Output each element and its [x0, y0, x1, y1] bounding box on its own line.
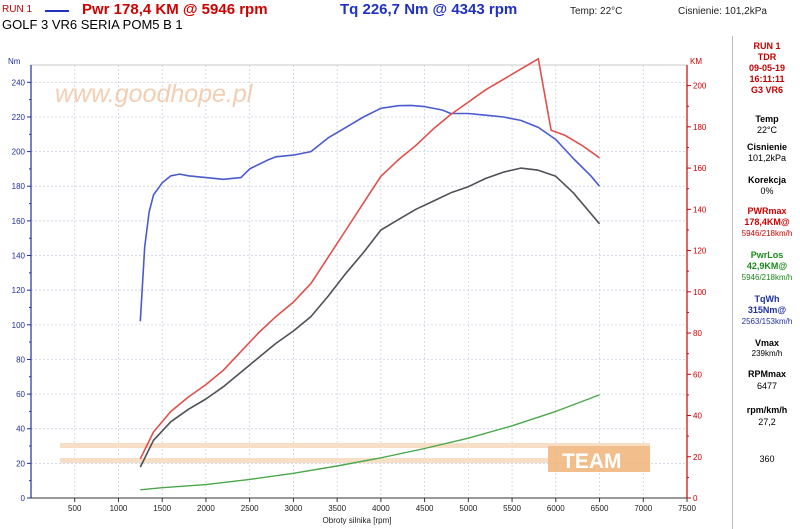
x-axis-title: Obroty silnika [rpm] — [323, 516, 392, 525]
right-axis-unit: KM — [690, 57, 702, 66]
temperature-label: Temp: 22°C — [570, 6, 623, 17]
power-summary: Pwr 178,4 KM @ 5946 rpm — [82, 1, 268, 18]
left-tick-label: 20 — [16, 459, 25, 468]
x-tick-label: 4000 — [372, 504, 390, 513]
side-run: RUN 1 — [753, 41, 781, 51]
side-pwrmax-value: 178,4KM@ — [744, 217, 790, 227]
x-tick-label: 6000 — [547, 504, 565, 513]
right-tick-label: 80 — [693, 329, 702, 338]
watermark-stripe-1 — [60, 443, 650, 448]
left-tick-label: 60 — [16, 390, 25, 399]
watermark-team: TEAM — [562, 450, 622, 473]
side-pwrmax-rpm: 5946/218km/h — [741, 229, 793, 238]
x-tick-label: 3500 — [328, 504, 346, 513]
watermark-team-box — [548, 446, 650, 472]
wheel_power-curve — [139, 167, 601, 468]
side-ratio-value: 27,2 — [758, 417, 776, 427]
header-bar: RUN 1 Pwr 178,4 KM @ 5946 rpm Tq 226,7 N… — [0, 0, 800, 36]
x-tick-label: 1500 — [153, 504, 171, 513]
side-vmax-value: 239km/h — [751, 349, 783, 358]
right-tick-label: 0 — [693, 494, 698, 503]
pressure-label: Cisnienie: 101,2kPa — [678, 6, 767, 17]
x-tick-label: 4500 — [416, 504, 434, 513]
right-tick-label: 140 — [693, 205, 707, 214]
side-pwrmax-title: PWRmax — [747, 206, 787, 216]
right-tick-label: 40 — [693, 412, 702, 421]
x-tick-label: 500 — [68, 504, 82, 513]
left-tick-label: 200 — [12, 148, 26, 157]
x-tick-label: 2000 — [197, 504, 215, 513]
left-tick-label: 180 — [12, 182, 26, 191]
right-tick-label: 120 — [693, 247, 707, 256]
power-curve — [139, 57, 600, 460]
left-tick-label: 140 — [12, 252, 26, 261]
side-ratio-title: rpm/km/h — [746, 405, 788, 415]
side-rpmmax-title: RPMmax — [747, 369, 786, 379]
run-label: RUN 1 — [2, 4, 33, 15]
loss-curve — [140, 394, 600, 491]
left-tick-label: 240 — [12, 78, 26, 87]
right-tick-label: 60 — [693, 370, 702, 379]
side-rpmmax-value: 6477 — [756, 381, 778, 391]
left-tick-label: 80 — [16, 355, 25, 364]
left-tick-label: 160 — [12, 217, 26, 226]
side-pwrlos-rpm: 5946/218km/h — [741, 273, 793, 282]
side-date: 09-05-19 — [748, 63, 786, 73]
x-tick-label: 3000 — [285, 504, 303, 513]
left-tick-label: 120 — [12, 286, 26, 295]
torque-summary: Tq 226,7 Nm @ 4343 rpm — [340, 1, 518, 18]
x-tick-label: 1000 — [110, 504, 128, 513]
side-korekcja-title: Korekcja — [747, 175, 787, 185]
x-tick-label: 6500 — [591, 504, 609, 513]
chart-title: GOLF 3 VR6 SERIA POM5 B 1 — [2, 17, 183, 32]
right-tick-label: 180 — [693, 123, 707, 132]
left-tick-label: 100 — [12, 321, 26, 330]
torque-curve — [139, 104, 601, 322]
torque-legend-swatch — [45, 10, 69, 12]
side-tqwh-title: TqWh — [754, 294, 780, 304]
axes-layer: 500 1000 1500 2000 2500 3000 3500 4000 4500 5000 5… — [12, 65, 707, 513]
left-axis-unit: Nm — [8, 57, 21, 66]
chart-grid — [31, 65, 688, 498]
side-time: 16:11:11 — [749, 74, 785, 84]
watermark-stripe-2 — [60, 458, 650, 463]
side-pwrlos-value: 42,9KM@ — [746, 261, 788, 271]
x-tick-label: 7500 — [678, 504, 696, 513]
left-tick-label: 220 — [12, 113, 26, 122]
side-temp-value: 22°C — [756, 125, 778, 135]
side-tqwh-rpm: 2563/153km/h — [741, 317, 793, 326]
side-extra-value: 360 — [759, 454, 775, 464]
info-sidebar: RUN 1 TDR 09-05-19 16:11:11 G3 VR6 Temp … — [732, 36, 800, 529]
left-tick-label: 40 — [16, 425, 25, 434]
right-tick-label: 200 — [693, 82, 707, 91]
side-mode: TDR — [757, 52, 777, 62]
right-tick-label: 160 — [693, 164, 707, 173]
side-korekcja-value: 0% — [760, 186, 774, 196]
series-layer — [139, 57, 601, 491]
side-car: G3 VR6 — [750, 85, 783, 95]
side-pwrlos-title: PwrLos — [750, 250, 784, 260]
side-tqwh-value: 315Nm@ — [747, 305, 787, 315]
x-tick-label: 5500 — [503, 504, 521, 513]
x-tick-label: 2500 — [241, 504, 259, 513]
watermark-url: www.goodhope.pl — [55, 80, 254, 108]
x-tick-label: 7000 — [634, 504, 652, 513]
left-tick-label: 0 — [21, 494, 26, 503]
dyno-chart: www.goodhope.pl TEAM 500 1000 1500 2000 2500… — [8, 57, 707, 525]
side-pressure-value: 101,2kPa — [747, 153, 787, 163]
side-pressure-title: Cisnienie — [746, 142, 787, 152]
right-tick-label: 100 — [693, 288, 707, 297]
side-temp-title: Temp — [755, 114, 779, 124]
right-tick-label: 20 — [693, 453, 702, 462]
side-vmax-title: Vmax — [754, 338, 780, 348]
x-tick-label: 5000 — [459, 504, 477, 513]
watermark: www.goodhope.pl TEAM — [55, 80, 650, 473]
